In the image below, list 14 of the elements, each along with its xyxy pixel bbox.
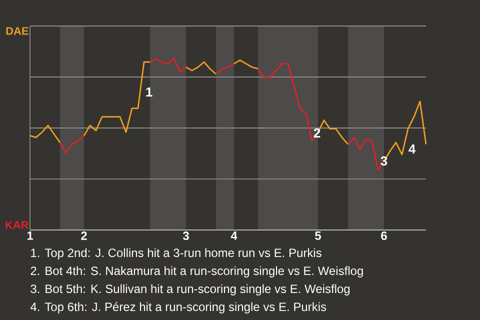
x-tick-label: 4 [230, 232, 238, 240]
x-tick-label: 6 [381, 232, 387, 240]
x-tick-label: 3 [182, 232, 189, 240]
x-tick-label: 5 [315, 232, 321, 240]
annotation: 4 [408, 144, 416, 154]
text: DAE [6, 27, 28, 35]
x-tick-label: 2 [81, 232, 87, 240]
x-tick-label: 1 [27, 232, 34, 240]
text: 2. Bot 4th: S. Nakamura hit a run-scoring single vs E. Weisflog [30, 266, 363, 278]
text: 4. Top 6th: J. Pérez hit a run-scoring single vs E. Purkis [30, 302, 326, 314]
text: 1. Top 2nd: J. Collins hit a 3-run home run vs E. Purkis [31, 248, 322, 260]
annotation: 1 [146, 88, 152, 96]
text: 3. Bot 5th: K. Sullivan hit a run-scoring single vs E. Weisflog [30, 284, 350, 296]
text: KAR [6, 221, 29, 229]
